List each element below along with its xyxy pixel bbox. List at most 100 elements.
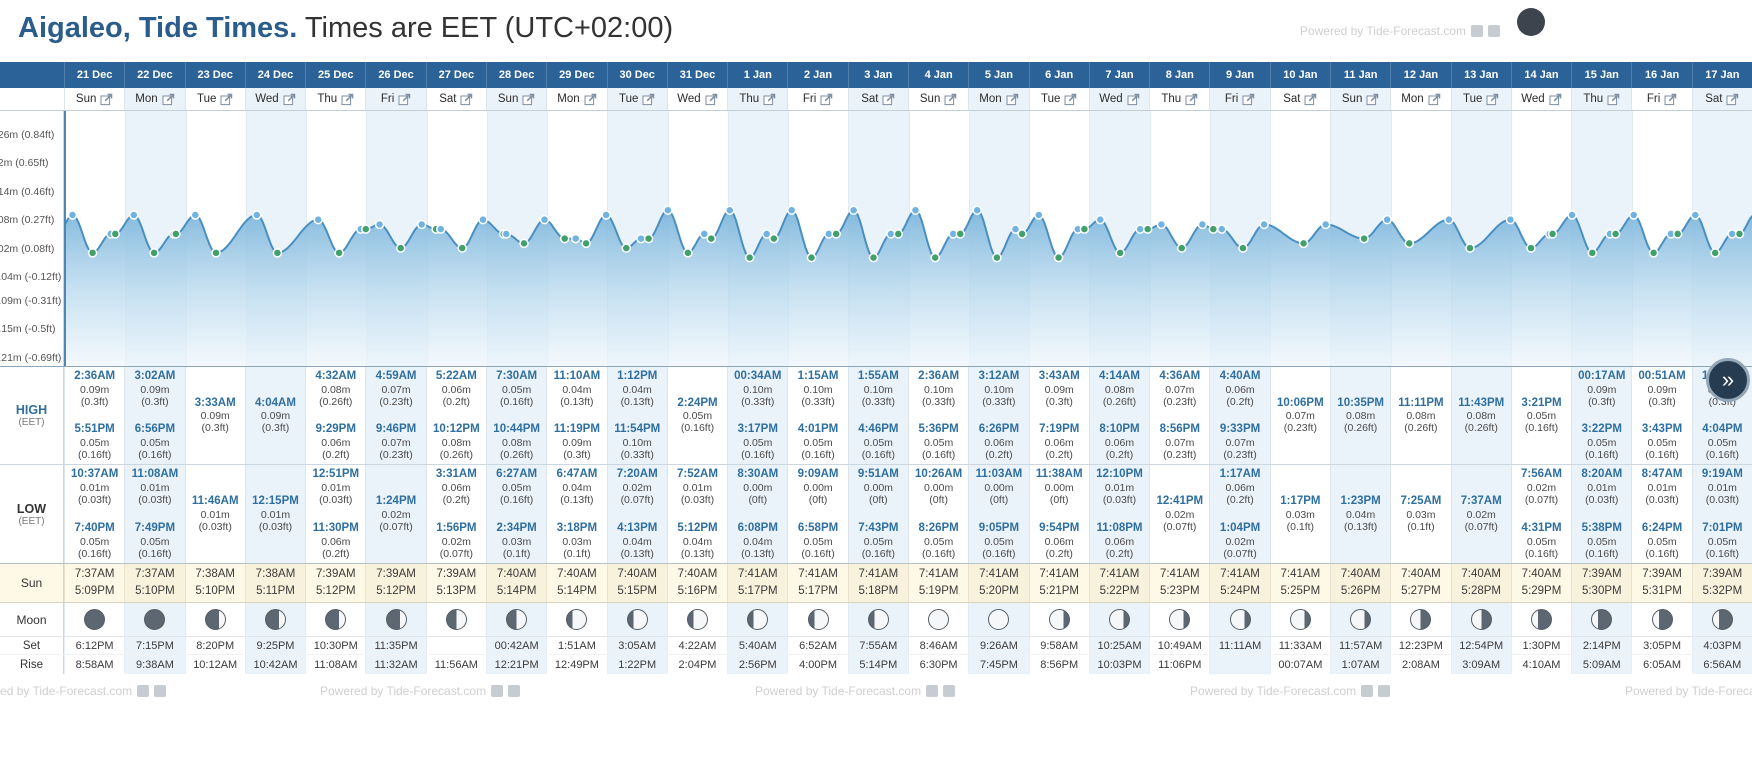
tide-height-ft: (0.07ft) <box>1524 493 1559 506</box>
expand-icon[interactable] <box>341 93 354 106</box>
tide-height-ft: (0.03ft) <box>1102 493 1137 506</box>
tide-height-m: 0.04m <box>622 383 652 396</box>
high-tide-entry: 10:12PM 0.08m (0.26ft) <box>427 423 486 461</box>
expand-icon[interactable] <box>100 93 113 106</box>
expand-icon[interactable] <box>944 93 957 106</box>
expand-icon[interactable] <box>1607 93 1620 106</box>
high-tide-cell: 4:14AM 0.08m (0.26ft) 8:10PM 0.06m (0.2ft) <box>1088 367 1150 464</box>
watermark-link[interactable]: Powered by Tide-Forecast.com <box>1625 684 1752 698</box>
date-header: 24 Dec <box>244 62 305 88</box>
expand-icon[interactable] <box>584 93 597 106</box>
low-tide-dot <box>806 252 817 263</box>
share-icon[interactable] <box>926 685 939 697</box>
watermark-link[interactable]: Powered by Tide-Forecast.com <box>1299 24 1466 38</box>
high-tide-dot <box>190 210 201 220</box>
expand-icon[interactable] <box>882 93 895 106</box>
expand-icon[interactable] <box>1428 93 1441 106</box>
share-icon[interactable] <box>137 685 150 697</box>
sun-times-cell: 7:41AM 5:17PM <box>787 564 847 602</box>
share-icon[interactable] <box>1471 25 1483 37</box>
tide-height-ft: (0.16ft) <box>741 448 775 461</box>
moon-phase-icon <box>1711 609 1733 630</box>
tide-height-m: 0.08m <box>1406 410 1436 423</box>
tide-time: 8:47AM <box>1641 468 1683 480</box>
moonset-time: 10:30PM <box>305 637 365 654</box>
moonrise-time: 9:38AM <box>124 655 185 674</box>
expand-icon[interactable] <box>1549 93 1562 106</box>
expand-icon[interactable] <box>1185 93 1198 106</box>
low-tide-entry: 9:51AM 0.00m (0ft) <box>849 468 908 506</box>
moonset-time: 7:55AM <box>847 637 908 654</box>
tide-height-m: 0.05m <box>140 436 170 449</box>
low-tide-entry: 11:46AM 0.01m (0.03ft) <box>186 495 245 533</box>
tide-time: 2:34PM <box>496 522 537 535</box>
tide-time: 3:31AM <box>435 468 477 480</box>
moon-cell <box>1028 603 1089 636</box>
watermark-link[interactable]: Powered by Tide-Forecast.com <box>0 684 133 698</box>
watermark-link[interactable]: Powered by Tide-Forecast.com <box>1190 684 1357 698</box>
day-label: Wed <box>677 93 701 105</box>
moonrise-time: 4:00PM <box>787 655 847 674</box>
tide-height-m: 0.05m <box>863 436 893 449</box>
expand-icon[interactable] <box>1006 93 1019 106</box>
expand-icon[interactable] <box>1664 93 1677 106</box>
share-icon[interactable] <box>943 685 956 697</box>
expand-icon[interactable] <box>398 93 411 106</box>
day-header: Wed <box>1510 88 1571 110</box>
expand-icon[interactable] <box>1726 93 1739 106</box>
expand-icon[interactable] <box>1127 93 1140 106</box>
expand-icon[interactable] <box>1242 93 1255 106</box>
expand-icon[interactable] <box>1064 93 1077 106</box>
expand-icon[interactable] <box>820 93 833 106</box>
low-tide-cell: 8:30AM 0.00m (0ft) 6:08PM 0.04m (0.13ft) <box>727 465 788 563</box>
rise-section-label: Rise <box>0 655 64 674</box>
sun-times-cell: 7:38AM 5:10PM <box>184 564 245 602</box>
share-icon[interactable] <box>491 685 504 697</box>
high-tide-entry: 3:21PM 0.05m (0.16ft) <box>1512 397 1571 435</box>
low-tide-dot <box>1610 229 1621 239</box>
watermark-link[interactable]: Powered by Tide-Forecast.com <box>320 684 487 698</box>
tide-height-ft: (0.2ft) <box>1045 547 1073 560</box>
day-label: Sat <box>1705 93 1723 105</box>
tide-height-ft: (0.33ft) <box>801 395 835 408</box>
expand-icon[interactable] <box>220 93 233 106</box>
share-icon[interactable] <box>154 685 167 697</box>
tide-time: 8:56PM <box>1159 423 1200 436</box>
expand-icon[interactable] <box>642 93 655 106</box>
tide-height-ft: (0.16ft) <box>801 547 835 560</box>
moon-phase-icon <box>807 609 829 630</box>
expand-icon[interactable] <box>705 93 718 106</box>
expand-icon[interactable] <box>283 93 296 106</box>
share-icon[interactable] <box>1488 25 1500 37</box>
moon-cell <box>1450 603 1511 636</box>
expand-icon[interactable] <box>763 93 776 106</box>
share-icon[interactable] <box>1378 685 1391 697</box>
expand-icon[interactable] <box>1304 93 1317 106</box>
tide-height-ft: (0.1ft) <box>502 547 531 560</box>
low-tide-cell: 1:23PM 0.04m (0.13ft) <box>1329 465 1391 563</box>
expand-icon[interactable] <box>460 93 473 106</box>
tide-height-ft: (0.16ft) <box>1524 422 1559 435</box>
tide-time: 10:44PM <box>493 423 540 436</box>
moon-cell <box>305 603 365 636</box>
moon-phase-icon <box>1169 609 1191 630</box>
tide-height-ft: (0.26ft) <box>1102 395 1137 408</box>
expand-icon[interactable] <box>522 93 535 106</box>
expand-icon[interactable] <box>1486 93 1499 106</box>
low-tide-dot <box>1176 243 1187 253</box>
widget-circle-button[interactable] <box>1517 8 1545 36</box>
sunset-time: 5:14PM <box>557 585 597 597</box>
high-tide-entry: 4:32AM 0.08m (0.26ft) <box>306 370 365 408</box>
share-icon[interactable] <box>1361 685 1374 697</box>
day-header: Tue <box>606 88 667 110</box>
moon-phase-icon <box>1108 609 1130 630</box>
tide-time: 5:51PM <box>74 423 115 436</box>
expand-icon[interactable] <box>1366 93 1379 106</box>
share-icon[interactable] <box>508 685 521 697</box>
expand-icon[interactable] <box>162 93 175 106</box>
tide-height-m: 0.06m <box>1225 383 1255 396</box>
scroll-right-button[interactable]: » <box>1706 358 1750 402</box>
tide-height-m: 0.04m <box>682 535 713 548</box>
low-tide-dot <box>149 248 159 258</box>
watermark-link[interactable]: Powered by Tide-Forecast.com <box>755 684 922 698</box>
